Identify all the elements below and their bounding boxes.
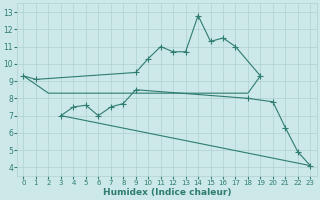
X-axis label: Humidex (Indice chaleur): Humidex (Indice chaleur) [103, 188, 231, 197]
